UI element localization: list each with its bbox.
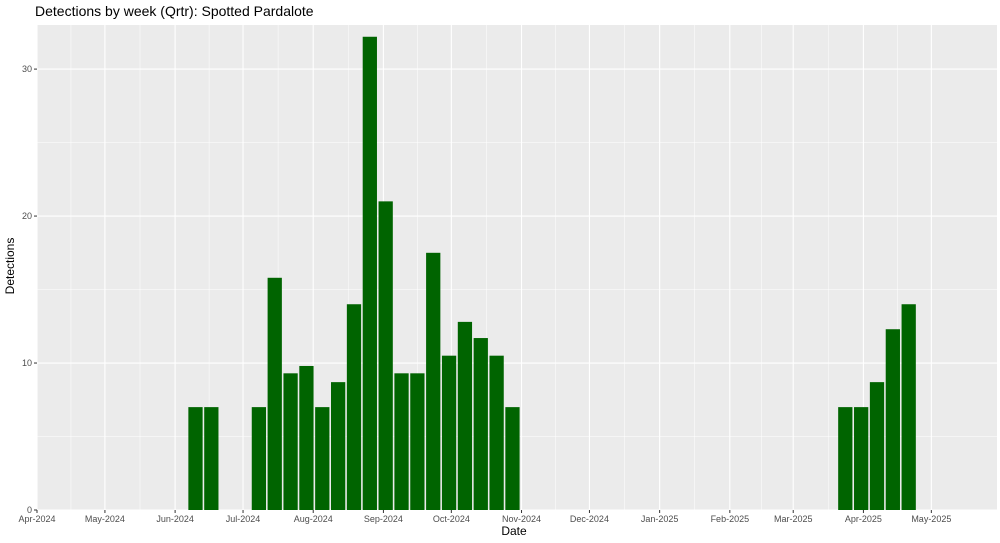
y-tick-label: 30 [22, 64, 32, 74]
x-tick-label: Apr-2024 [18, 514, 55, 524]
x-tick-label: Feb-2025 [711, 514, 750, 524]
x-tick-label: Dec-2024 [570, 514, 609, 524]
x-tick-label: Sep-2024 [364, 514, 403, 524]
x-tick-label: May-2025 [911, 514, 951, 524]
bar [188, 407, 203, 510]
y-axis-title: Detections [3, 238, 17, 295]
x-tick-label: Aug-2024 [294, 514, 333, 524]
bars [188, 36, 916, 511]
x-tick-label: Jul-2024 [226, 514, 261, 524]
bar [362, 36, 377, 511]
bar [204, 407, 219, 510]
bar [854, 407, 869, 510]
y-axis: 0 10 20 30 [22, 64, 37, 515]
bar [426, 252, 441, 510]
x-tick-label: Apr-2025 [845, 514, 882, 524]
bar [901, 304, 916, 510]
bar [869, 382, 885, 510]
bar [489, 355, 504, 510]
bar [885, 329, 900, 510]
x-tick-label: Jun-2024 [156, 514, 194, 524]
x-tick-label: May-2024 [85, 514, 125, 524]
bar [457, 321, 473, 510]
x-tick-label: Jan-2025 [641, 514, 679, 524]
y-tick-label: 0 [27, 505, 32, 515]
y-tick-label: 10 [22, 358, 32, 368]
bar [838, 407, 853, 510]
x-tick-label: Mar-2025 [774, 514, 813, 524]
chart-title: Detections by week (Qrtr): Spotted Parda… [35, 3, 314, 19]
x-axis: Apr-2024 May-2024 Jun-2024 Jul-2024 Aug-2024… [18, 510, 951, 524]
bar [394, 373, 409, 510]
bar [505, 407, 520, 510]
bar [251, 407, 267, 510]
bar [267, 277, 282, 510]
bar [441, 355, 457, 510]
bar [346, 304, 362, 510]
x-tick-label: Oct-2024 [433, 514, 470, 524]
bar [473, 338, 488, 510]
bar [378, 201, 393, 510]
x-tick-label: Nov-2024 [502, 514, 541, 524]
y-tick-label: 20 [22, 211, 32, 221]
bar [315, 407, 330, 510]
bar [410, 373, 425, 510]
bar [299, 365, 314, 510]
bar [283, 373, 298, 510]
bar [331, 382, 346, 510]
x-axis-title: Date [501, 524, 527, 538]
